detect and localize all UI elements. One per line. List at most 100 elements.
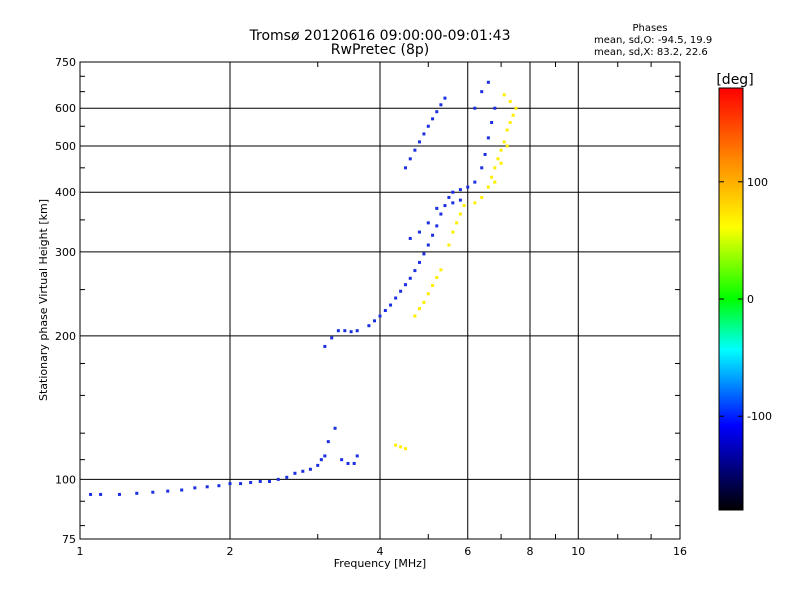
data-point xyxy=(389,303,393,307)
data-point xyxy=(373,319,377,323)
data-point xyxy=(451,201,455,205)
data-point xyxy=(413,148,417,152)
data-point xyxy=(323,454,327,458)
data-point xyxy=(417,140,421,144)
data-point xyxy=(301,469,305,473)
data-point xyxy=(426,221,430,225)
data-point xyxy=(473,106,477,110)
data-point xyxy=(473,180,477,184)
axis-ticks: 1 2 4 6 8 10 16 75 100 200 300 400 500 600 750 xyxy=(55,56,687,558)
data-point xyxy=(394,296,398,300)
data-point xyxy=(193,486,197,490)
data-point xyxy=(499,161,503,165)
data-point xyxy=(228,482,232,486)
colorbar-tick-label: 0 xyxy=(747,293,754,306)
data-point xyxy=(413,314,417,318)
x-tick-label: 2 xyxy=(227,545,234,558)
data-point xyxy=(431,283,435,287)
data-point xyxy=(99,492,103,496)
data-point xyxy=(447,195,451,199)
data-points xyxy=(89,80,518,496)
stats-line-x: mean, sd,X: 83.2, 22.6 xyxy=(594,47,708,58)
data-point xyxy=(435,276,439,280)
x-tick-label: 8 xyxy=(527,545,534,558)
colorbar-tick-label: 100 xyxy=(747,176,768,189)
data-point xyxy=(443,96,447,100)
data-point xyxy=(343,329,347,333)
data-point xyxy=(258,479,262,483)
data-point xyxy=(367,324,371,328)
data-point xyxy=(422,132,426,136)
data-point xyxy=(458,198,462,202)
y-tick-label: 200 xyxy=(55,330,76,343)
data-point xyxy=(486,80,490,84)
data-point xyxy=(308,467,312,471)
data-point xyxy=(426,243,430,247)
data-point xyxy=(435,206,439,210)
data-point xyxy=(493,166,497,170)
data-point xyxy=(333,426,337,430)
data-point xyxy=(276,477,280,481)
data-point xyxy=(151,490,155,494)
data-point xyxy=(466,185,470,189)
stats-header: Phases xyxy=(632,23,667,34)
data-point xyxy=(426,124,430,128)
data-point xyxy=(514,106,518,110)
data-point xyxy=(403,283,407,287)
chart-title: Tromsø 20120616 09:00:00-09:01:43 xyxy=(249,28,511,44)
data-point xyxy=(135,491,139,495)
data-point xyxy=(439,103,443,107)
data-point xyxy=(383,308,387,312)
data-point xyxy=(422,252,426,256)
data-point xyxy=(336,329,340,333)
y-tick-label: 100 xyxy=(55,473,76,486)
x-axis-label: Frequency [MHz] xyxy=(334,557,426,570)
data-point xyxy=(505,128,509,132)
data-point xyxy=(435,110,439,114)
data-point xyxy=(326,440,330,444)
data-point xyxy=(431,233,435,237)
data-point xyxy=(319,458,323,462)
data-point xyxy=(499,148,503,152)
data-point xyxy=(399,289,403,293)
data-point xyxy=(439,212,443,216)
grid-lines xyxy=(80,62,680,539)
data-point xyxy=(399,445,403,449)
data-point xyxy=(486,136,490,140)
data-point xyxy=(443,204,447,208)
data-point xyxy=(493,106,497,110)
data-point xyxy=(349,330,353,334)
data-point xyxy=(490,121,494,125)
data-point xyxy=(480,90,484,94)
data-point xyxy=(323,344,327,348)
colorbar-ticks: 100 0 -100 xyxy=(719,176,772,423)
data-point xyxy=(316,463,320,467)
x-tick-label: 10 xyxy=(571,545,585,558)
data-point xyxy=(267,479,271,483)
data-point xyxy=(502,140,506,144)
data-point xyxy=(462,204,466,208)
data-point xyxy=(426,292,430,296)
data-point xyxy=(239,482,243,486)
data-point xyxy=(352,461,356,465)
data-point xyxy=(435,224,439,228)
data-point xyxy=(417,260,421,264)
x-tick-label: 4 xyxy=(377,545,384,558)
data-point xyxy=(480,166,484,170)
data-point xyxy=(205,485,209,489)
data-point xyxy=(447,243,451,247)
data-point xyxy=(355,454,359,458)
data-point xyxy=(285,475,289,479)
data-point xyxy=(473,201,477,205)
y-tick-label: 600 xyxy=(55,102,76,115)
data-point xyxy=(403,166,407,170)
x-tick-label: 16 xyxy=(673,545,687,558)
data-point xyxy=(508,121,512,125)
stats-line-o: mean, sd,O: -94.5, 19.9 xyxy=(594,35,712,46)
x-tick-label: 6 xyxy=(464,545,471,558)
data-point xyxy=(408,157,412,161)
data-point xyxy=(483,152,487,156)
data-point xyxy=(502,93,506,97)
data-point xyxy=(451,190,455,194)
